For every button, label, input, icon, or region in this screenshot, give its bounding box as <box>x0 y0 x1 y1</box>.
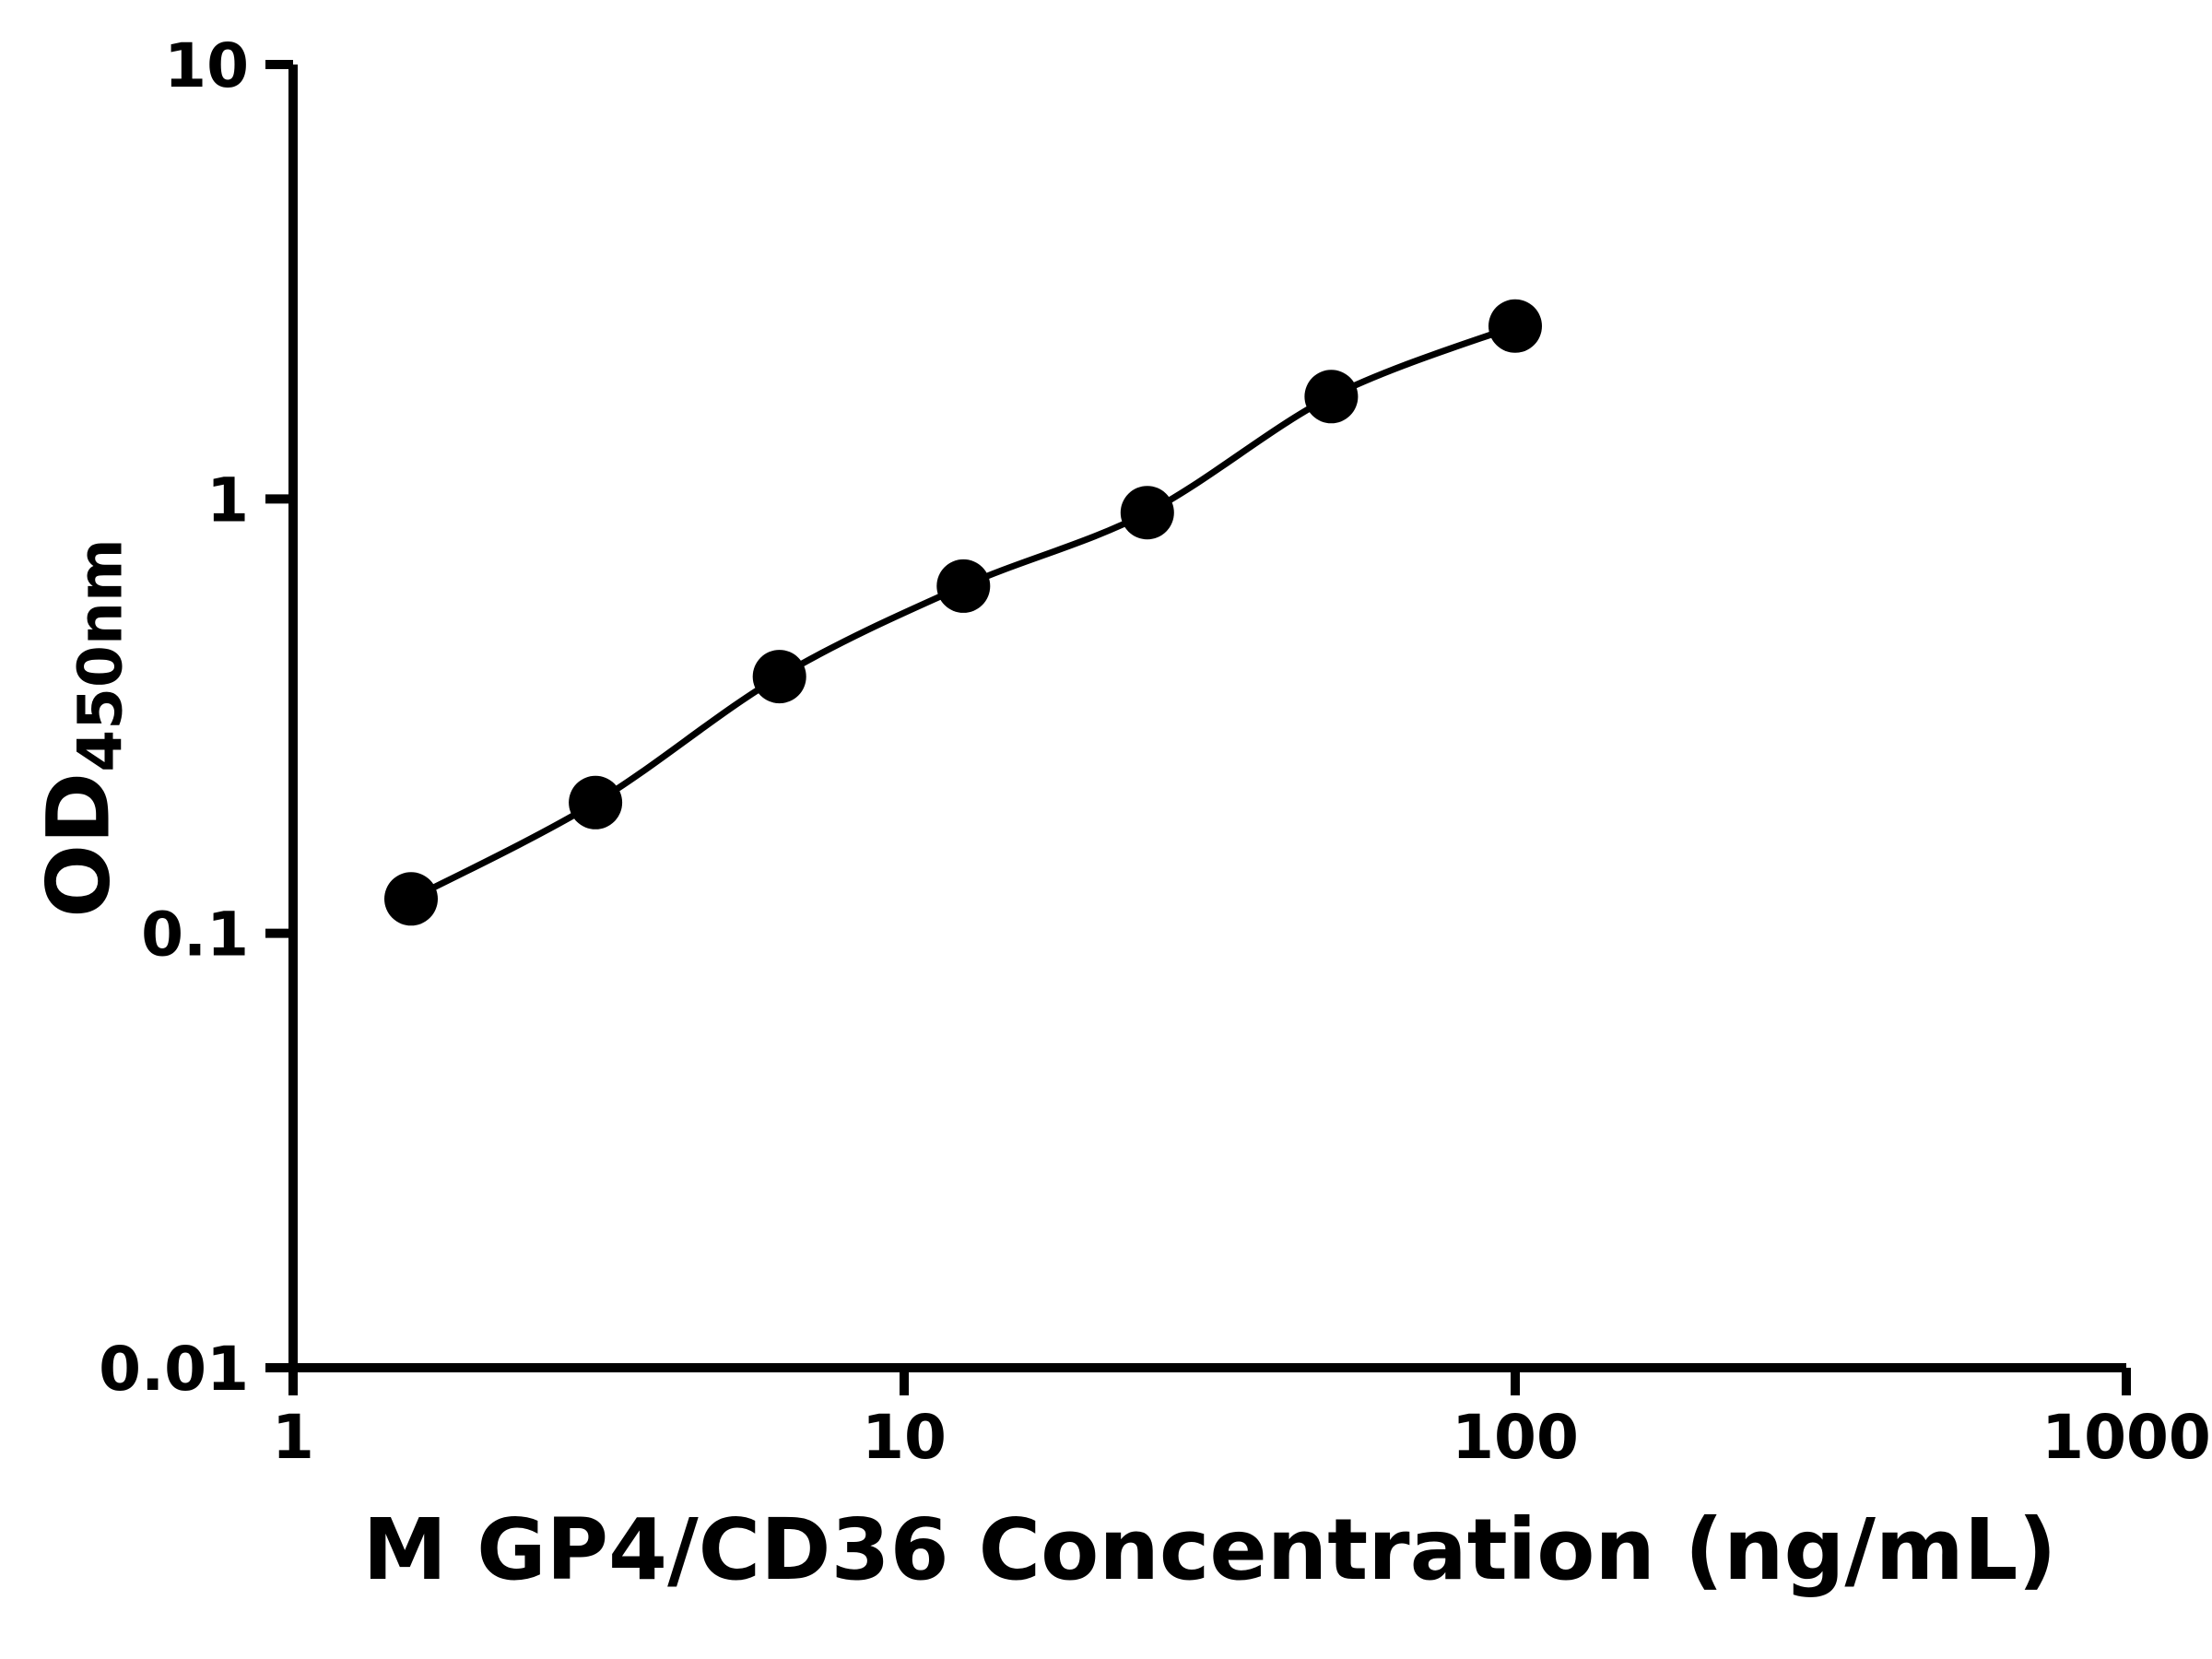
y-tick-label: 10 <box>164 30 249 101</box>
data-point <box>384 872 438 926</box>
y-axis-title: OD450nm <box>29 538 136 918</box>
x-axis-title: M GP4/CD36 Concentration (ng/mL) <box>362 1500 2057 1599</box>
data-point <box>936 559 991 613</box>
x-tick-label: 100 <box>1452 1402 1579 1473</box>
y-axis-title-subscript: 450nm <box>65 538 136 772</box>
y-tick-label: 0.01 <box>99 1334 249 1405</box>
y-axis-title-main: OD <box>29 771 130 918</box>
axis-spine <box>288 65 2126 1372</box>
x-tick-label: 1 <box>272 1402 314 1473</box>
x-tick-label: 1000 <box>2041 1402 2211 1473</box>
data-point <box>1120 486 1174 540</box>
data-point <box>1488 299 1542 353</box>
data-point <box>569 775 623 830</box>
y-tick-label: 0.1 <box>141 900 249 971</box>
x-tick-label: 10 <box>862 1402 947 1473</box>
data-point <box>1304 370 1359 424</box>
y-tick-label: 1 <box>206 465 249 535</box>
data-point <box>752 650 806 704</box>
